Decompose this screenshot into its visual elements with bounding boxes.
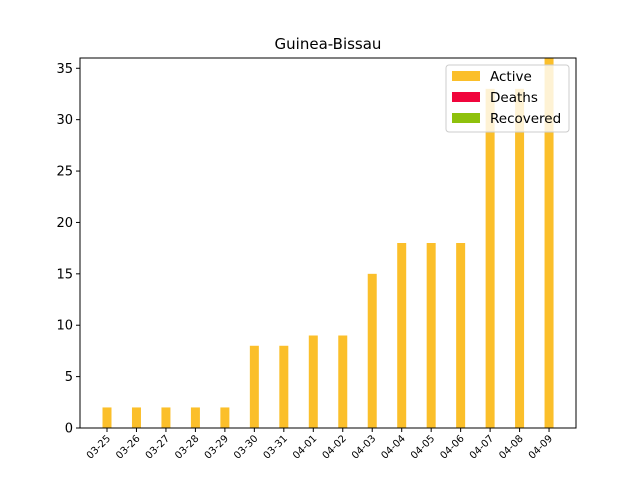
legend-label-active: Active xyxy=(490,69,532,85)
x-tick-label: 03-27 xyxy=(144,433,172,461)
x-tick-label: 03-28 xyxy=(173,433,201,461)
legend-label-recovered: Recovered xyxy=(490,111,561,127)
bar-active-03-25 xyxy=(102,407,112,428)
bar-active-04-04 xyxy=(397,243,407,428)
bar-active-03-30 xyxy=(249,345,259,428)
bar-active-03-29 xyxy=(220,407,230,428)
bar-active-04-09 xyxy=(544,58,554,428)
bar-active-04-07 xyxy=(485,88,495,428)
bar-active-04-01 xyxy=(308,335,318,428)
y-tick-label: 10 xyxy=(56,319,73,334)
x-tick-label: 04-05 xyxy=(409,433,437,461)
bar-active-03-28 xyxy=(190,407,200,428)
bar-active-04-08 xyxy=(515,88,525,428)
bar-active-04-02 xyxy=(338,335,348,428)
y-tick-label: 20 xyxy=(56,216,73,231)
bar-active-04-05 xyxy=(426,243,436,428)
x-tick-label: 04-08 xyxy=(497,433,525,461)
legend-swatch-recovered xyxy=(452,113,480,123)
legend-label-deaths: Deaths xyxy=(490,90,538,106)
plot-frame xyxy=(79,57,577,429)
y-axis: 0 5 10 15 20 25 30 35 xyxy=(56,62,80,437)
bar-active-03-31 xyxy=(279,345,289,428)
legend-swatch-active xyxy=(452,71,480,81)
x-tick-label: 04-09 xyxy=(527,433,555,461)
legend-swatch-deaths xyxy=(452,92,480,102)
chart-title: Guinea-Bissau xyxy=(275,35,382,53)
x-tick-label: 04-07 xyxy=(468,433,496,461)
y-tick-label: 5 xyxy=(65,370,73,385)
x-tick-label: 04-06 xyxy=(438,433,466,461)
x-tick-label: 03-26 xyxy=(114,433,142,461)
x-tick-label: 03-31 xyxy=(262,433,290,461)
y-tick-label: 35 xyxy=(56,62,73,77)
y-tick-label: 30 xyxy=(56,113,73,128)
x-tick-label: 03-29 xyxy=(203,433,231,461)
bar-active-04-06 xyxy=(456,243,466,428)
x-tick-label: 04-04 xyxy=(379,433,407,461)
x-tick-label: 03-30 xyxy=(232,433,260,461)
x-axis: 03-25 03-26 03-27 03-28 03-29 03-30 03-31 04-01… xyxy=(85,428,555,462)
y-tick-label: 0 xyxy=(65,422,73,437)
x-tick-label: 04-02 xyxy=(321,433,349,461)
y-tick-label: 25 xyxy=(56,165,73,180)
y-tick-label: 15 xyxy=(56,267,73,282)
x-tick-label: 04-01 xyxy=(291,433,319,461)
bar-active-04-03 xyxy=(367,273,377,428)
bars xyxy=(102,58,554,428)
x-tick-label: 04-03 xyxy=(350,433,378,461)
bar-active-03-27 xyxy=(161,407,171,428)
x-tick-label: 03-25 xyxy=(85,433,113,461)
bar-active-03-26 xyxy=(131,407,141,428)
legend: Active Deaths Recovered xyxy=(445,64,570,133)
